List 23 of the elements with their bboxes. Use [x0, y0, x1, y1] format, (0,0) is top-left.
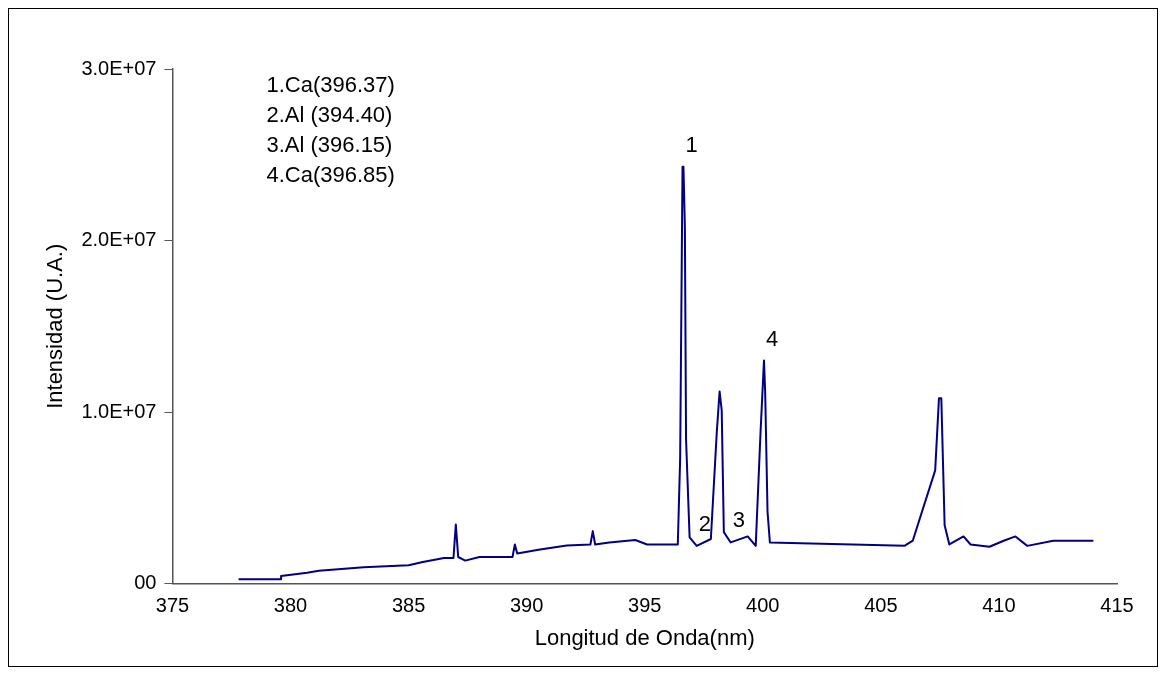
x-axis-title: Longitud de Onda(nm) [534, 624, 755, 650]
x-tick-label: 415 [1100, 594, 1134, 617]
annotation: 3 [732, 507, 745, 533]
x-tick-label: 380 [273, 594, 308, 617]
x-tick-label: 375 [155, 594, 190, 617]
y-axis-title: Intensidad (U.A.) [42, 243, 68, 409]
y-tick-label: 2.0E+07 [81, 228, 157, 251]
y-tick-label: 1.0E+07 [81, 399, 157, 422]
annotation: 2 [698, 510, 711, 536]
x-tick-label: 385 [391, 594, 426, 617]
x-tick-label: 395 [628, 594, 662, 617]
annotation: 3.Al (396.15) [266, 132, 393, 158]
x-tick-label: 390 [509, 594, 544, 617]
annotation: 2.Al (394.40) [266, 102, 393, 128]
x-tick-label: 400 [746, 594, 780, 617]
annotation: 1.Ca(396.37) [266, 72, 395, 98]
annotation: 4 [765, 325, 779, 351]
x-tick-label: 410 [982, 594, 1016, 617]
annotation: 4.Ca(396.85) [266, 162, 395, 188]
y-tick-label: 3.0E+07 [81, 56, 157, 79]
y-tick-label: 00 [134, 571, 157, 594]
x-tick-label: 405 [864, 594, 898, 617]
annotation: 1 [685, 131, 698, 157]
